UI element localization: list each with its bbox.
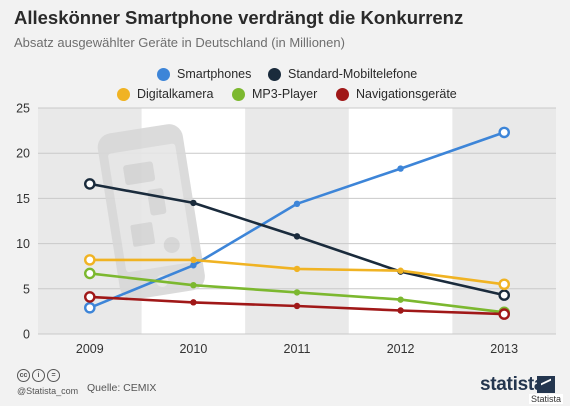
watermark: Statista: [529, 394, 564, 404]
point-smartphones-2011: [293, 200, 301, 208]
x-tick-2009: 2009: [76, 342, 104, 356]
legend-label-digitalkamera: Digitalkamera: [137, 87, 214, 101]
legend-dot-navigationsgeraete: [336, 87, 349, 101]
point-standard-mobiltelefone-2013: [498, 289, 511, 301]
point-digitalkamera-2011: [293, 265, 301, 273]
y-tick-10: 10: [16, 237, 30, 251]
y-tick-0: 0: [23, 328, 30, 342]
point-standard-mobiltelefone-2011: [293, 233, 301, 240]
point-navigationsgeraete-2013: [498, 308, 511, 320]
series-points: [84, 126, 511, 320]
y-tick-5: 5: [23, 282, 30, 296]
point-smartphones-2009: [84, 301, 96, 314]
navigation-icon: [163, 237, 180, 254]
legend-label-standard-mobiltelefone: Standard-Mobiltelefone: [288, 67, 418, 81]
legend-item-navigationsgeraete: Navigationsgeräte: [336, 86, 457, 102]
x-tick-labels: 2009 2010 2011 2012 2013: [76, 342, 518, 356]
point-smartphones-2010: [190, 262, 197, 269]
footer-credit: @Statista_com: [17, 386, 79, 396]
chart-subtitle: Absatz ausgewählter Geräte in Deutschlan…: [14, 35, 345, 50]
x-tick-2012: 2012: [387, 342, 415, 356]
cc-license-icons: cc i =: [17, 369, 62, 382]
point-digitalkamera-2010: [190, 256, 197, 264]
legend-item-smartphones: Smartphones: [157, 66, 251, 82]
y-tick-15: 15: [16, 192, 30, 206]
legend-dot-digitalkamera: [117, 87, 130, 101]
point-mp3-player-2011: [293, 289, 301, 296]
point-digitalkamera-2013: [498, 278, 511, 291]
legend-dot-smartphones: [157, 67, 170, 81]
footer-source: Quelle: CEMIX: [87, 382, 157, 394]
attribution-icon: i: [32, 369, 45, 382]
point-digitalkamera-2012: [397, 267, 404, 274]
point-navigationsgeraete-2010: [190, 299, 197, 306]
legend-item-digitalkamera: Digitalkamera: [117, 86, 213, 102]
point-standard-mobiltelefone-2010: [190, 199, 197, 207]
x-tick-2013: 2013: [490, 342, 518, 356]
plot-band-2011: [245, 108, 349, 334]
point-digitalkamera-2009: [84, 254, 96, 266]
phone-handset-icon: [130, 222, 156, 247]
legend-item-standard-mobiltelefone: Standard-Mobiltelefone: [268, 66, 417, 82]
point-standard-mobiltelefone-2009: [84, 178, 96, 190]
point-navigationsgeraete-2009: [84, 291, 96, 303]
y-tick-25: 25: [16, 102, 30, 116]
y-tick-20: 20: [16, 147, 30, 161]
point-mp3-player-2012: [397, 296, 404, 303]
point-navigationsgeraete-2012: [397, 307, 404, 314]
legend-dot-mp3-player: [232, 87, 245, 101]
footer: [0, 364, 570, 406]
statista-logo-text: statista: [480, 374, 545, 395]
point-navigationsgeraete-2011: [293, 302, 301, 310]
cc-icon: cc: [17, 369, 30, 382]
legend-item-mp3-player: MP3-Player: [232, 86, 317, 102]
statista-logo-icon: [537, 376, 555, 393]
camera-icon: [123, 161, 156, 186]
y-tick-labels: 0 5 10 15 20 25: [16, 102, 30, 342]
legend-label-navigationsgeraete: Navigationsgeräte: [356, 87, 457, 101]
smartphone-illustration: [97, 124, 205, 300]
point-mp3-player-2010: [190, 281, 197, 289]
no-derivatives-icon: =: [47, 369, 60, 382]
point-smartphones-2012: [397, 165, 404, 172]
legend-label-smartphones: Smartphones: [177, 67, 252, 81]
point-smartphones-2013: [498, 126, 511, 139]
x-tick-2011: 2011: [284, 342, 311, 356]
point-mp3-player-2009: [84, 267, 96, 280]
x-tick-2010: 2010: [179, 342, 207, 356]
chart-title: Alleskönner Smartphone verdrängt die Kon…: [14, 7, 464, 28]
legend-label-mp3-player: MP3-Player: [252, 87, 318, 101]
legend-dot-standard-mobiltelefone: [268, 67, 281, 81]
